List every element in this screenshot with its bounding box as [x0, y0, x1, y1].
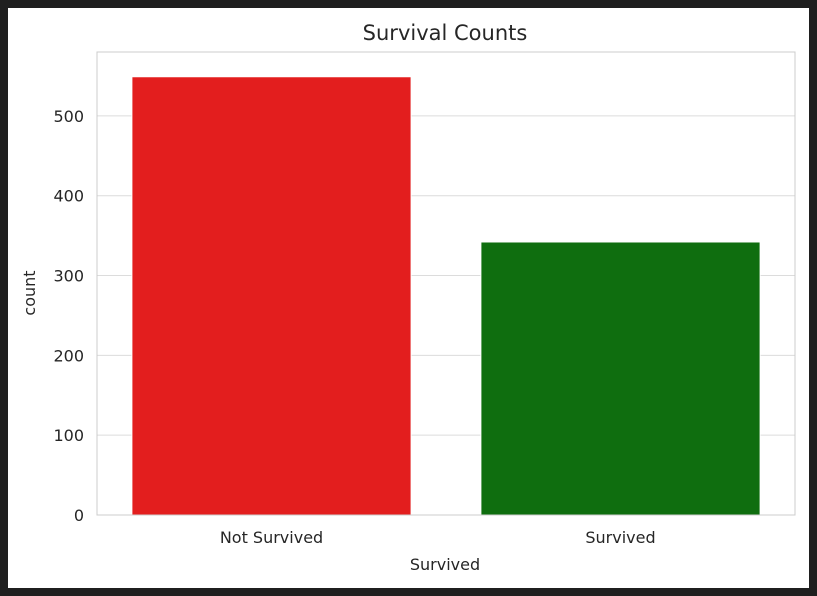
- y-tick-label: 200: [53, 346, 84, 365]
- y-axis-label: count: [20, 270, 39, 315]
- bars: [131, 76, 761, 516]
- bar-survived: [480, 241, 761, 516]
- figure: Survival Counts 0 100 200 300 400 500 Not Sur…: [8, 8, 809, 588]
- y-tick-label: 400: [53, 187, 84, 206]
- x-tick-label: Not Survived: [220, 528, 323, 547]
- y-tick-label: 300: [53, 267, 84, 286]
- x-axis-label: Survived: [410, 555, 480, 574]
- bar-chart: Survival Counts 0 100 200 300 400 500 Not Sur…: [20, 21, 796, 574]
- plot-frame: [96, 51, 796, 516]
- y-tick-label: 100: [53, 426, 84, 445]
- x-tick-labels: Not Survived Survived: [220, 528, 656, 547]
- y-tick-labels: 0 100 200 300 400 500: [53, 107, 84, 525]
- x-tick-label: Survived: [585, 528, 655, 547]
- bar-not-survived: [131, 76, 412, 516]
- y-tick-label: 500: [53, 107, 84, 126]
- chart-title: Survival Counts: [363, 21, 528, 45]
- y-tick-label: 0: [74, 506, 84, 525]
